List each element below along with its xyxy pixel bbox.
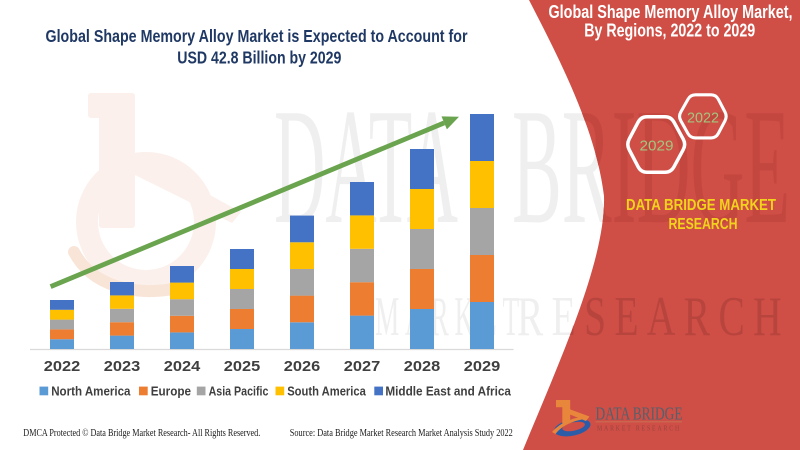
svg-text:2029: 2029 bbox=[640, 138, 674, 155]
svg-text:Europe: Europe bbox=[151, 384, 191, 398]
svg-text:2027: 2027 bbox=[344, 358, 381, 375]
svg-text:2023: 2023 bbox=[104, 358, 141, 375]
svg-text:2024: 2024 bbox=[164, 358, 201, 375]
svg-text:2022: 2022 bbox=[687, 110, 719, 127]
svg-text:MARKET RESEARCH: MARKET RESEARCH bbox=[597, 425, 681, 433]
svg-text:DATA BRIDGE MARKET: DATA BRIDGE MARKET bbox=[626, 197, 776, 214]
svg-text:MARKET: MARKET bbox=[375, 286, 525, 348]
svg-text:Middle East and Africa: Middle East and Africa bbox=[385, 384, 511, 398]
svg-text:DMCA Protected © Data Bridge M: DMCA Protected © Data Bridge Market Rese… bbox=[23, 428, 260, 439]
svg-text:Global Shape Memory Alloy Mark: Global Shape Memory Alloy Market, bbox=[549, 1, 793, 22]
svg-text:USD 42.8 Billion by 2029: USD 42.8 Billion by 2029 bbox=[177, 48, 341, 68]
svg-text:2025: 2025 bbox=[224, 358, 261, 375]
svg-text:RESEARCH: RESEARCH bbox=[669, 216, 738, 233]
svg-text:DATA BRIDGE: DATA BRIDGE bbox=[596, 404, 683, 424]
svg-text:2026: 2026 bbox=[284, 358, 321, 375]
svg-text:Asia Pacific: Asia Pacific bbox=[209, 384, 269, 398]
svg-text:2022: 2022 bbox=[44, 358, 81, 375]
svg-text:Source: Data Bridge Market Res: Source: Data Bridge Market Research Mark… bbox=[290, 428, 513, 439]
svg-text:South America: South America bbox=[287, 384, 367, 398]
svg-text:2028: 2028 bbox=[404, 358, 441, 375]
svg-text:2029: 2029 bbox=[464, 358, 501, 375]
svg-text:Global Shape Memory Alloy Mark: Global Shape Memory Alloy Market is Expe… bbox=[46, 26, 468, 46]
svg-text:North America: North America bbox=[51, 384, 131, 398]
svg-text:By Regions, 2022 to 2029: By Regions, 2022 to 2029 bbox=[584, 20, 755, 41]
